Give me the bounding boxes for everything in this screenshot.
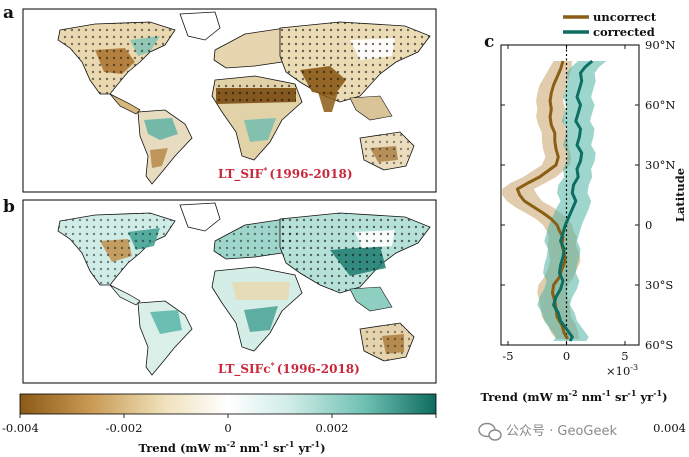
y-axis-label: Latitude [673, 168, 687, 222]
colorbar-tick-label: 0.004 [653, 421, 686, 435]
x-tick-label: 0 [563, 349, 570, 363]
map-title-b: LT_SIFc* (1996-2018) [218, 360, 360, 377]
colorbar-tick-label: -0.002 [106, 421, 143, 435]
map-panel-b: b LT_SIFc* (1996-2018) [3, 197, 437, 384]
colorbar-tick-label: -0.004 [2, 421, 39, 435]
legend-label-uncorrect: uncorrect [593, 10, 657, 24]
series-line-uncorrect [515, 60, 569, 340]
y-tick-label: 60°N [645, 98, 675, 112]
panel-letter-a: a [3, 3, 14, 23]
colorbar-tick-label: 0 [224, 421, 231, 435]
series-line-corrected [552, 59, 594, 342]
watermark-text: 公众号 · GeoGeek [506, 424, 617, 439]
y-tick-label: 60°S [645, 338, 673, 352]
colorbar-label: Trend (mW m-2 nm-1 sr-1 yr-1) [138, 439, 325, 455]
colorbar: -0.004 -0.002 0 0.002 0.004 Trend (mW m-2 nm… [2, 393, 686, 455]
y-tick-label: 0 [645, 218, 652, 232]
panel-letter-b: b [3, 197, 15, 217]
legend-label-corrected: corrected [593, 25, 655, 39]
map-title-a: LT_SIF* (1996-2018) [218, 165, 353, 182]
map-panel-a: a [3, 3, 437, 193]
colorbar-tick-label: 0.002 [316, 421, 349, 435]
plot-area [502, 45, 607, 345]
x-axis-exponent: ×10-3 [606, 363, 638, 378]
y-tick-label: 90°N [645, 38, 675, 52]
plot-axes: -5 0 5 90°N 60°N 30°N 0 30°S 60°S [501, 38, 675, 363]
land-layer-b [57, 202, 431, 376]
y-tick-label: 30°N [645, 158, 675, 172]
legend: uncorrect corrected [563, 10, 657, 39]
uncertainty-band-corrected [537, 61, 607, 341]
y-tick-label: 30°S [645, 278, 673, 292]
x-tick-label: -5 [502, 349, 513, 363]
land-layer-a [57, 11, 431, 185]
colorbar-gradient [19, 393, 437, 415]
profile-panel-c: c uncorrect corrected -5 0 5 90°N 60°N 30°N 0 3… [480, 10, 687, 404]
x-axis-label: Trend (mW m-2 nm-1 sr-1 yr-1) [480, 388, 667, 404]
x-tick-label: 5 [621, 349, 628, 363]
wechat-icon [478, 422, 502, 441]
panel-letter-c: c [484, 32, 494, 52]
watermark: 公众号 · GeoGeek [478, 422, 617, 441]
plot-frame [500, 44, 640, 346]
colorbar-ticks: -0.004 -0.002 0 0.002 0.004 [2, 414, 686, 435]
